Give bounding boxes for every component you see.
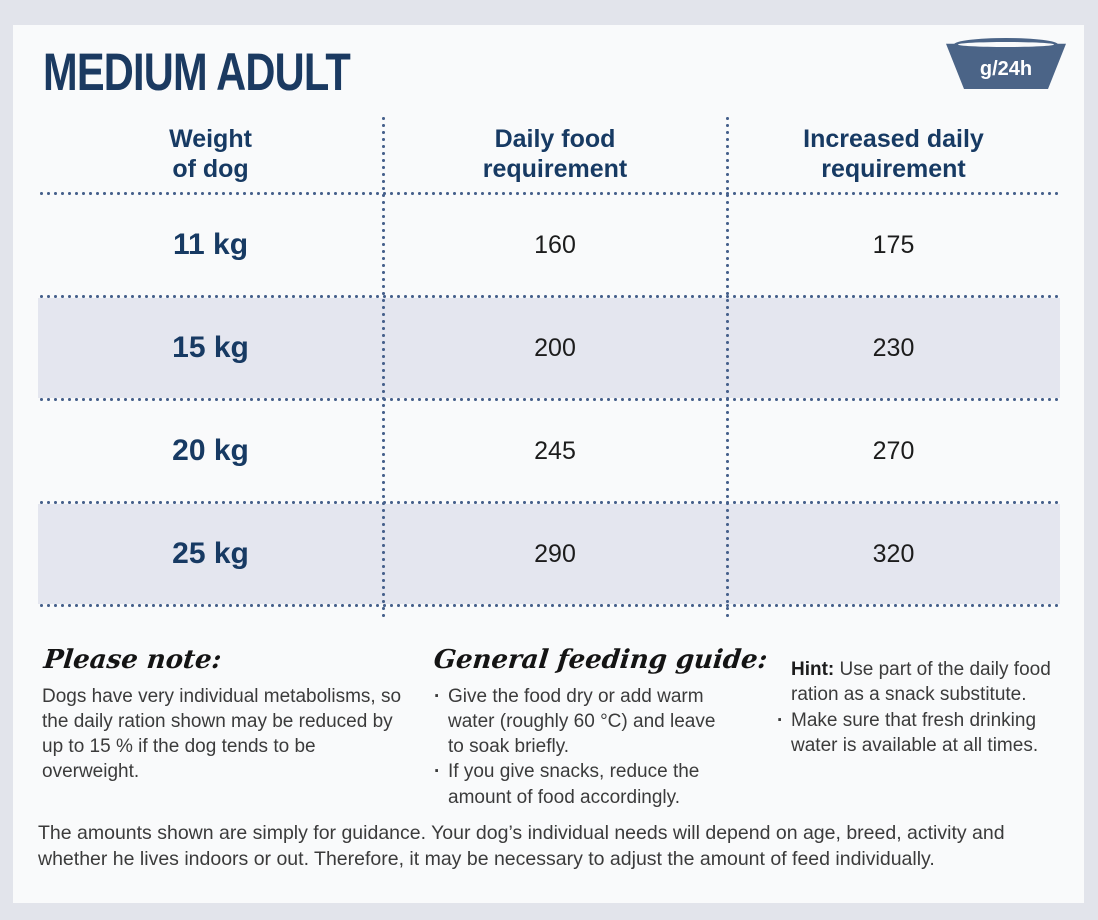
dog-bowl-rim xyxy=(954,38,1058,51)
hint-item: Hint: Use part of the daily food ration … xyxy=(791,657,1075,708)
row-divider xyxy=(38,604,1060,607)
row-divider xyxy=(38,501,1060,504)
increased-cell: 230 xyxy=(872,333,915,362)
daily-cell: 200 xyxy=(534,333,576,362)
table-row: 11 kg 160 175 xyxy=(38,195,1060,295)
please-note-body: Dogs have very individual metabolisms, s… xyxy=(42,685,402,783)
weight-cell: 20 kg xyxy=(172,434,249,467)
feeding-guide-bullet: Give the food dry or add warm water (rou… xyxy=(434,684,732,760)
hint-list: Hint: Use part of the daily food ration … xyxy=(775,657,1075,758)
increased-cell: 270 xyxy=(872,436,915,465)
hint-label: Hint: xyxy=(791,659,835,680)
weight-cell: 15 kg xyxy=(172,331,249,364)
table-row: 25 kg 290 320 xyxy=(38,504,1060,604)
note-feeding-guide: General feeding guide: Give the food dry… xyxy=(432,643,769,810)
please-note-heading: Please note: xyxy=(42,645,223,675)
daily-cell: 245 xyxy=(534,436,576,465)
page-title: MEDIUM ADULT xyxy=(43,43,351,103)
feeding-guide-heading: General feeding guide: xyxy=(432,645,769,675)
unit-badge: g/24h xyxy=(979,58,1033,80)
hint-text: Use part of the daily food ration as a s… xyxy=(791,659,1051,706)
increased-cell: 320 xyxy=(872,539,915,568)
note-please-note: Please note: Dogs have very individual m… xyxy=(42,643,402,785)
column-divider xyxy=(726,115,729,620)
dog-bowl-body xyxy=(946,43,1066,89)
dog-bowl-icon: g/24h xyxy=(946,37,1066,89)
note-hint: Hint: Use part of the daily food ration … xyxy=(775,657,1075,758)
row-divider xyxy=(38,398,1060,401)
feeding-guide-bullet: If you give snacks, reduce the amount of… xyxy=(434,759,732,810)
hint-bullet: Make sure that fresh drinking water is a… xyxy=(777,708,1075,759)
increased-cell: 175 xyxy=(872,230,915,259)
feeding-guide-card: MEDIUM ADULT g/24h Weight of dog Daily f… xyxy=(13,25,1084,903)
feeding-table: Weight of dog Daily food requirement Inc… xyxy=(38,115,1060,620)
feeding-guide-list: Give the food dry or add warm water (rou… xyxy=(432,684,732,810)
row-divider xyxy=(38,192,1060,195)
column-header-weight: Weight of dog xyxy=(169,124,252,183)
daily-cell: 160 xyxy=(534,230,576,259)
daily-cell: 290 xyxy=(534,539,576,568)
table-header-row: Weight of dog Daily food requirement Inc… xyxy=(38,115,1060,192)
disclaimer-text: The amounts shown are simply for guidanc… xyxy=(38,822,1005,871)
table-row: 20 kg 245 270 xyxy=(38,401,1060,501)
table-row: 15 kg 200 230 xyxy=(38,298,1060,398)
column-divider xyxy=(382,115,385,620)
column-header-daily: Daily food requirement xyxy=(482,124,628,183)
weight-cell: 25 kg xyxy=(172,537,249,570)
row-divider xyxy=(38,295,1060,298)
weight-cell: 11 kg xyxy=(172,228,249,261)
column-header-increased: Increased daily requirement xyxy=(803,124,984,183)
